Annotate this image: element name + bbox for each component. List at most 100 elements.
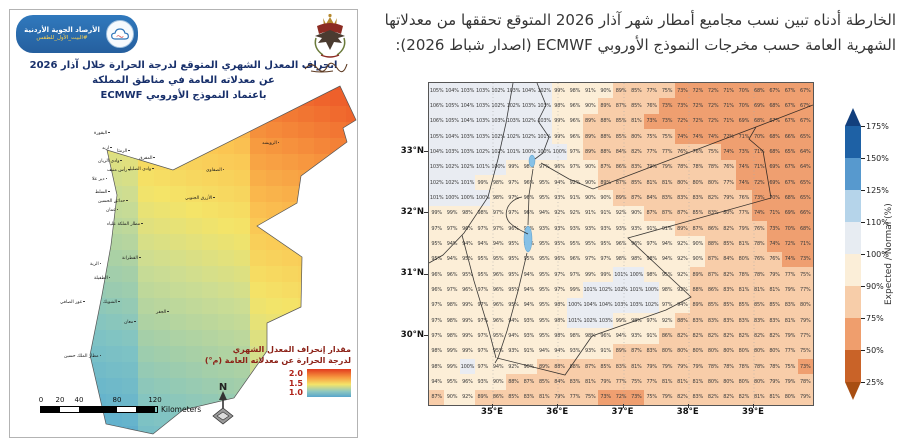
- temperature-cell: [106, 330, 122, 346]
- rain-percent-cell: 79%: [659, 159, 675, 175]
- temperature-cell: [218, 42, 234, 58]
- rain-percent-cell: 102%: [521, 113, 537, 129]
- rain-percent-cell: 93%: [475, 374, 491, 390]
- colorbar-tick-mark: [861, 382, 865, 383]
- temperature-cell: [250, 170, 266, 186]
- rain-percent-cell: 97%: [505, 205, 522, 221]
- temperature-cell: [26, 202, 42, 218]
- rain-percent-cell: 89%: [613, 190, 629, 206]
- temperature-cell: [58, 106, 74, 122]
- rain-percent-cell: 68%: [751, 113, 767, 129]
- temperature-cell: [138, 218, 154, 234]
- rain-percent-cell: 94%: [459, 236, 476, 252]
- rain-percent-cell: 78%: [751, 267, 767, 283]
- temperature-cell: [90, 202, 106, 218]
- rain-percent-cell: 86%: [705, 282, 721, 298]
- temperature-cell: [250, 314, 266, 330]
- rain-percent-cell: 102%: [475, 144, 491, 160]
- rain-percent-cell: 95%: [521, 251, 537, 267]
- temperature-cell: [90, 282, 106, 298]
- rain-percent-cell: 85%: [536, 374, 552, 390]
- temperature-cell: [186, 314, 202, 330]
- rain-percent-cell: 74%: [690, 129, 706, 145]
- temperature-cell: [106, 282, 122, 298]
- rain-percent-cell: 96%: [628, 236, 645, 252]
- rain-percent-cell: 78%: [690, 159, 706, 175]
- temperature-cell: [250, 282, 266, 298]
- temperature-cell: [138, 138, 154, 154]
- temperature-cell: [90, 346, 106, 362]
- temperature-cell: [282, 234, 298, 250]
- temperature-cell: [10, 410, 26, 426]
- temperature-cell: [26, 426, 42, 438]
- temperature-cell: [26, 218, 42, 234]
- rain-percent-cell: 74%: [736, 159, 752, 175]
- temperature-cell: [218, 218, 234, 234]
- latitude-tick-label: 32°N: [400, 206, 424, 217]
- rain-percent-cell: 95%: [521, 221, 537, 237]
- rain-percent-cell: 103%: [459, 129, 476, 145]
- temperature-cell: [218, 122, 234, 138]
- temperature-cell: [250, 250, 266, 266]
- colorbar-tick-mark: [861, 350, 865, 351]
- temperature-cell: [266, 26, 282, 42]
- rain-percent-cell: 95%: [475, 267, 491, 283]
- temperature-cell: [90, 426, 106, 434]
- rain-percent-cell: 96%: [459, 221, 476, 237]
- rain-percent-cell: 97%: [475, 282, 491, 298]
- temperature-cell: [218, 314, 234, 330]
- temperature-cell: [106, 154, 122, 170]
- temperature-cell: [250, 202, 266, 218]
- temperature-cell: [10, 394, 26, 410]
- rain-percent-cell: 92%: [674, 267, 691, 283]
- temperature-cell: [202, 154, 218, 170]
- temperature-cell: [266, 266, 282, 282]
- rain-percent-cell: 96%: [521, 175, 537, 191]
- rain-percent-cell: 94%: [551, 175, 568, 191]
- rain-percent-cell: 72%: [705, 83, 721, 99]
- rain-percent-cell: 70%: [766, 190, 783, 206]
- rain-percent-cell: 100%: [459, 359, 476, 375]
- rain-percent-cell: 68%: [766, 98, 783, 114]
- temperature-cell: [42, 314, 58, 330]
- rain-percent-cell: 67%: [797, 83, 813, 99]
- temperature-cell: [26, 362, 42, 378]
- rain-percent-cell: 90%: [490, 374, 506, 390]
- rain-percent-cell: 91%: [567, 190, 583, 206]
- rain-percent-cell: 75%: [644, 129, 660, 145]
- rain-percent-cell: 102%: [459, 159, 476, 175]
- rain-percent-cell: 94%: [505, 313, 522, 329]
- temperature-cell: [186, 250, 202, 266]
- colorbar-segment: [845, 190, 861, 222]
- temperature-cell: [170, 138, 186, 154]
- rain-percent-cell: 77%: [659, 144, 675, 160]
- temperature-cell: [10, 218, 26, 234]
- temperature-cell: [346, 218, 356, 234]
- rain-percent-cell: 94%: [659, 251, 675, 267]
- temperature-cell: [282, 106, 298, 122]
- rain-percent-cell: 79%: [797, 313, 813, 329]
- temperature-cell: [74, 202, 90, 218]
- rain-percent-cell: 104%: [582, 297, 598, 313]
- rain-percent-cell: 81%: [736, 236, 752, 252]
- temperature-cell: [106, 106, 122, 122]
- temperature-cell: [282, 26, 298, 42]
- colorbar-segment: [845, 222, 861, 254]
- rain-percent-cell: 79%: [597, 374, 614, 390]
- rain-percent-cell: 89%: [597, 175, 614, 191]
- temperature-cell: [74, 266, 90, 282]
- temperature-cell: [170, 106, 186, 122]
- rain-percent-cell: 80%: [720, 374, 737, 390]
- rain-percent-cell: 95%: [505, 297, 522, 313]
- rain-percent-cell: 72%: [705, 98, 721, 114]
- rain-percent-cell: 85%: [628, 98, 645, 114]
- rain-percent-cell: 93%: [628, 328, 645, 344]
- rain-percent-cell: 102%: [644, 297, 660, 313]
- rain-percent-cell: 100%: [475, 190, 491, 206]
- rain-percent-cell: 72%: [782, 236, 798, 252]
- latitude-tick-label: 30°N: [400, 329, 424, 340]
- temperature-cell: [314, 282, 330, 298]
- rain-percent-cell: 99%: [475, 175, 491, 191]
- longitude-tick-mark: [557, 404, 559, 408]
- temperature-cell: [42, 346, 58, 362]
